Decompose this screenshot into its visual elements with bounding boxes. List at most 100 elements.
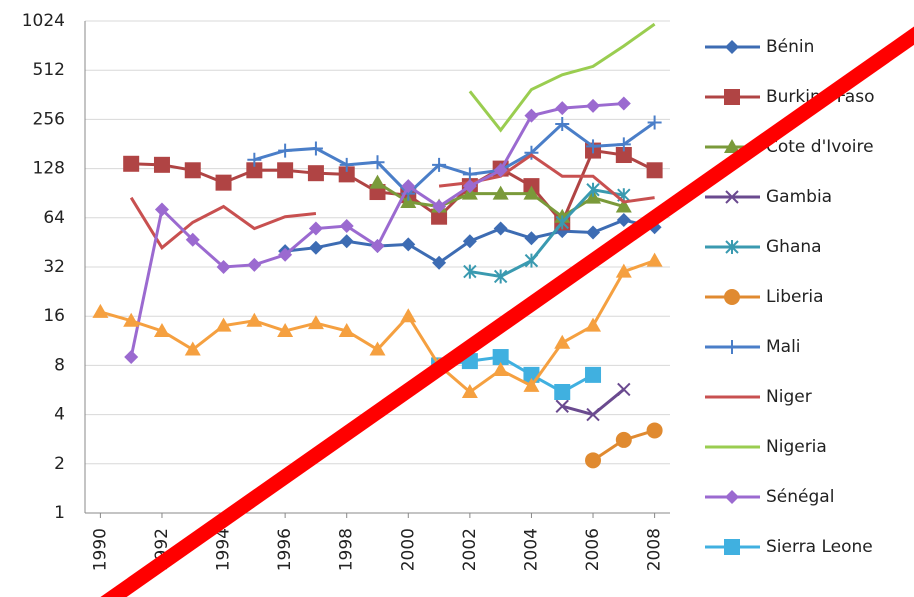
marker bbox=[307, 315, 324, 330]
x-tick-label: 2006 bbox=[583, 528, 603, 571]
marker bbox=[278, 143, 293, 158]
marker bbox=[308, 240, 323, 255]
marker bbox=[724, 89, 740, 105]
marker bbox=[523, 185, 540, 200]
marker bbox=[555, 399, 569, 413]
marker bbox=[401, 179, 416, 194]
marker bbox=[492, 361, 509, 376]
legend-item: Niger bbox=[705, 387, 812, 407]
y-tick-label: 32 bbox=[43, 257, 65, 277]
legend-item: Sénégal bbox=[705, 487, 834, 507]
y-tick-label: 1024 bbox=[22, 11, 65, 31]
legend-label: Mali bbox=[766, 337, 801, 357]
marker bbox=[585, 452, 602, 469]
marker bbox=[646, 422, 663, 439]
marker bbox=[463, 264, 477, 279]
legend-item: Ghana bbox=[705, 237, 822, 257]
marker bbox=[246, 162, 263, 179]
marker bbox=[247, 257, 262, 272]
marker bbox=[523, 377, 540, 392]
marker bbox=[153, 156, 170, 173]
marker bbox=[725, 40, 739, 54]
y-tick-label: 64 bbox=[43, 208, 65, 228]
marker bbox=[524, 253, 539, 268]
y-tick-label: 16 bbox=[43, 306, 65, 326]
series-line bbox=[469, 188, 625, 279]
marker bbox=[432, 157, 447, 172]
marker bbox=[586, 407, 600, 422]
marker bbox=[725, 240, 739, 254]
legend-item: Bénin bbox=[705, 37, 814, 57]
legend-label: Niger bbox=[766, 387, 812, 407]
x-tick-label: 2008 bbox=[645, 528, 665, 571]
marker bbox=[215, 317, 232, 332]
marker bbox=[432, 199, 447, 214]
marker bbox=[616, 137, 631, 152]
marker bbox=[615, 431, 632, 448]
legend-label: Ghana bbox=[766, 237, 822, 257]
legend-label: Nigeria bbox=[766, 437, 827, 457]
marker bbox=[493, 221, 508, 236]
marker bbox=[277, 162, 294, 179]
y-tick-label: 512 bbox=[33, 60, 65, 80]
marker bbox=[339, 219, 354, 234]
marker bbox=[339, 234, 354, 249]
marker bbox=[524, 108, 539, 123]
marker bbox=[338, 322, 355, 337]
marker bbox=[492, 185, 509, 200]
marker bbox=[493, 269, 508, 284]
marker bbox=[524, 145, 539, 160]
marker bbox=[307, 165, 324, 182]
series-line bbox=[131, 148, 656, 226]
marker bbox=[370, 155, 385, 170]
marker bbox=[277, 322, 294, 337]
cross-out-line bbox=[100, 26, 914, 597]
legend-item: Mali bbox=[705, 337, 801, 357]
marker bbox=[123, 155, 140, 172]
marker bbox=[646, 162, 663, 179]
marker bbox=[124, 350, 139, 365]
marker bbox=[586, 225, 601, 240]
marker bbox=[184, 341, 201, 356]
marker bbox=[369, 341, 386, 356]
legend-label: Sierra Leone bbox=[766, 537, 873, 557]
series-line bbox=[468, 22, 656, 133]
marker bbox=[724, 139, 740, 153]
marker bbox=[400, 193, 417, 208]
marker bbox=[586, 182, 600, 197]
marker bbox=[555, 215, 569, 230]
y-tick-label: 4 bbox=[54, 405, 65, 425]
marker bbox=[585, 317, 602, 332]
marker bbox=[246, 312, 263, 327]
legend-label: Bénin bbox=[766, 37, 814, 57]
marker bbox=[369, 174, 386, 189]
marker bbox=[184, 162, 201, 179]
marker bbox=[370, 239, 385, 254]
y-tick-label: 256 bbox=[33, 109, 65, 129]
x-tick-label: 1990 bbox=[90, 528, 110, 571]
series-line bbox=[129, 153, 655, 250]
marker bbox=[524, 231, 539, 246]
marker bbox=[339, 157, 354, 172]
marker bbox=[725, 340, 739, 354]
x-tick-label: 2004 bbox=[521, 528, 541, 571]
legend-item: Cote d'Ivoire bbox=[705, 137, 874, 157]
marker bbox=[462, 234, 477, 249]
x-tick-label: 2000 bbox=[398, 528, 418, 571]
marker bbox=[724, 289, 740, 305]
marker bbox=[647, 115, 662, 130]
marker bbox=[215, 174, 232, 191]
marker bbox=[431, 208, 448, 225]
marker bbox=[123, 312, 140, 327]
marker bbox=[185, 232, 200, 247]
marker bbox=[555, 116, 570, 131]
marker bbox=[616, 213, 631, 228]
series-line bbox=[561, 388, 625, 417]
marker bbox=[400, 308, 417, 323]
marker bbox=[308, 141, 323, 156]
marker bbox=[725, 190, 739, 204]
marker bbox=[247, 152, 262, 167]
legend-item: Sierra Leone bbox=[705, 537, 873, 557]
